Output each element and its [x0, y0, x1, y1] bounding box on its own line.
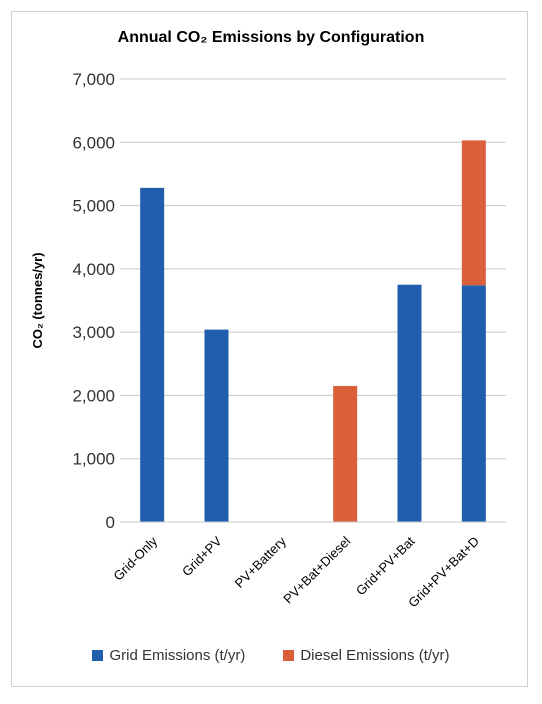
legend-label-diesel: Diesel Emissions (t/yr) [300, 647, 450, 664]
bar-grid [461, 285, 486, 522]
y-tick-label: 6,000 [72, 133, 115, 152]
bar-diesel [333, 385, 358, 522]
x-tick-label: PV+Battery [232, 533, 290, 591]
y-tick-label: 5,000 [72, 197, 115, 216]
bar-diesel [461, 140, 486, 286]
chart-title: Annual CO₂ Emissions by Configuration [117, 29, 425, 46]
y-tick-label: 0 [106, 513, 115, 532]
x-tick-label: Grid-Only [110, 533, 160, 583]
x-tick-label: Grid+PV+Bat [353, 533, 418, 598]
y-tick-label: 2,000 [72, 386, 115, 405]
legend-swatch-diesel [283, 650, 295, 661]
y-tick-label: 1,000 [72, 450, 115, 469]
legend-item-diesel: Diesel Emissions (t/yr) [283, 647, 450, 664]
y-tick-label: 3,000 [72, 323, 115, 342]
chart-legend: Grid Emissions (t/yr) Diesel Emissions (… [0, 647, 542, 664]
legend-item-grid: Grid Emissions (t/yr) [92, 647, 245, 664]
legend-label-grid: Grid Emissions (t/yr) [109, 647, 246, 664]
legend-swatch-grid [92, 650, 104, 661]
bar-grid [140, 187, 165, 522]
y-tick-label: 4,000 [72, 260, 115, 279]
x-tick-label: Grid+PV [179, 533, 225, 579]
bar-grid [397, 284, 422, 522]
y-axis-title: CO₂ (tonnes/yr) [30, 252, 45, 348]
y-tick-label: 7,000 [72, 70, 115, 89]
x-tick-label: PV+Bat+Diesel [280, 533, 353, 606]
chart-frame [11, 11, 528, 687]
bar-grid [204, 329, 229, 522]
